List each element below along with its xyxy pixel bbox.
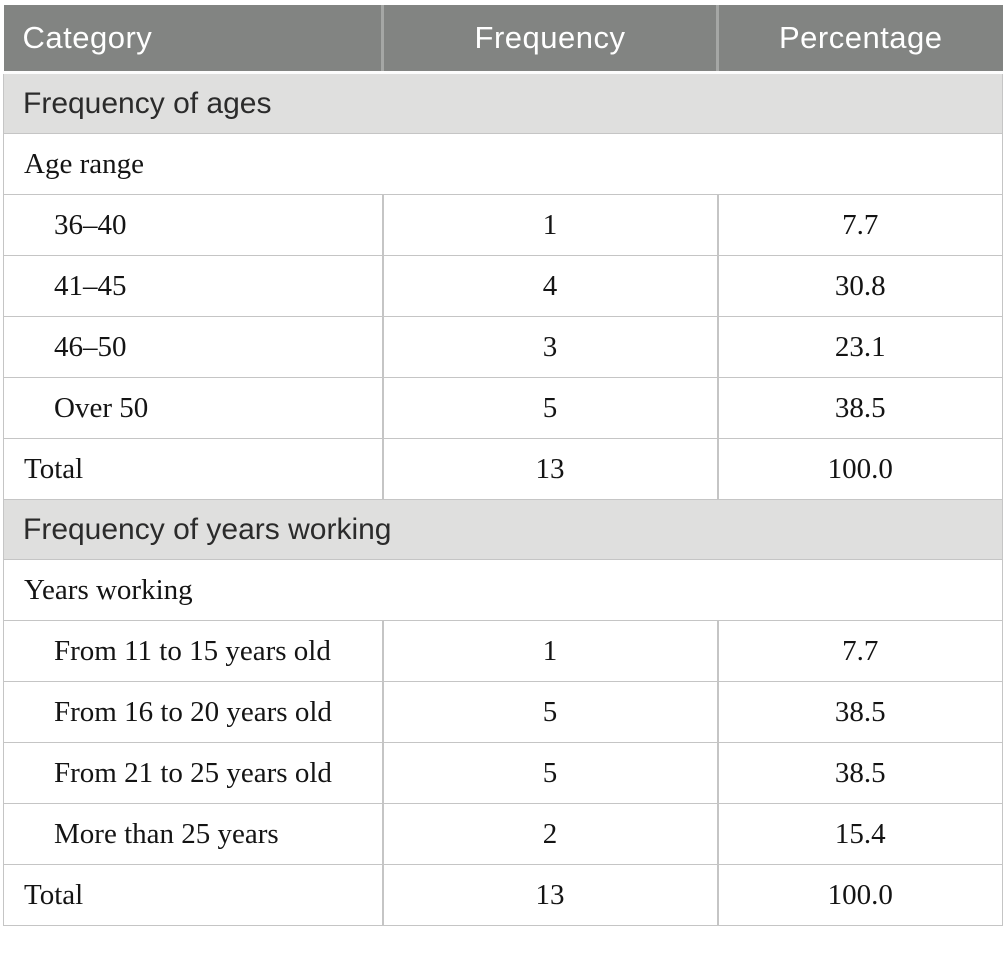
frequency-cell: 4 — [381, 255, 718, 317]
frequency-cell: 13 — [381, 864, 718, 926]
category-cell: 36–40 — [3, 194, 383, 256]
frequency-cell: 13 — [381, 438, 718, 500]
total-row: Total 13 100.0 — [3, 438, 1003, 500]
frequency-cell: 2 — [381, 803, 718, 865]
subheader-age-range: Age range — [3, 133, 1003, 195]
total-row: Total 13 100.0 — [3, 864, 1003, 926]
subheader-years-working: Years working — [3, 559, 1003, 621]
percentage-cell: 23.1 — [716, 316, 1003, 378]
category-cell: 46–50 — [3, 316, 383, 378]
table-row: From 16 to 20 years old 5 38.5 — [3, 681, 1003, 743]
column-header-frequency: Frequency — [381, 5, 718, 74]
frequency-cell: 1 — [381, 620, 718, 682]
frequency-cell: 1 — [381, 194, 718, 256]
category-cell: From 16 to 20 years old — [3, 681, 383, 743]
percentage-cell: 7.7 — [716, 194, 1003, 256]
table-row: From 11 to 15 years old 1 7.7 — [3, 620, 1003, 682]
frequency-cell: 5 — [381, 377, 718, 439]
table-row: 41–45 4 30.8 — [3, 255, 1003, 317]
table-row: 36–40 1 7.7 — [3, 194, 1003, 256]
column-header-category: Category — [3, 5, 383, 74]
frequency-cell: 3 — [381, 316, 718, 378]
column-header-percentage: Percentage — [716, 5, 1003, 74]
subheader-row: Age range — [3, 133, 1003, 195]
category-cell: From 11 to 15 years old — [3, 620, 383, 682]
table-row: From 21 to 25 years old 5 38.5 — [3, 742, 1003, 804]
total-label-cell: Total — [3, 438, 383, 500]
percentage-cell: 38.5 — [716, 742, 1003, 804]
percentage-cell: 30.8 — [716, 255, 1003, 317]
percentage-cell: 100.0 — [716, 438, 1003, 500]
section-header-row: Frequency of years working — [3, 499, 1003, 560]
table-row: Over 50 5 38.5 — [3, 377, 1003, 439]
frequency-cell: 5 — [381, 742, 718, 804]
category-cell: 41–45 — [3, 255, 383, 317]
percentage-cell: 7.7 — [716, 620, 1003, 682]
percentage-cell: 100.0 — [716, 864, 1003, 926]
table-row: More than 25 years 2 15.4 — [3, 803, 1003, 865]
page: Category Frequency Percentage Frequency … — [3, 5, 1003, 926]
table-header-row: Category Frequency Percentage — [3, 5, 1003, 74]
percentage-cell: 38.5 — [716, 681, 1003, 743]
percentage-cell: 38.5 — [716, 377, 1003, 439]
category-cell: From 21 to 25 years old — [3, 742, 383, 804]
category-cell: Over 50 — [3, 377, 383, 439]
subheader-row: Years working — [3, 559, 1003, 621]
frequency-cell: 5 — [381, 681, 718, 743]
section-title-ages: Frequency of ages — [3, 72, 1003, 134]
percentage-cell: 15.4 — [716, 803, 1003, 865]
category-cell: More than 25 years — [3, 803, 383, 865]
frequency-table: Category Frequency Percentage Frequency … — [3, 5, 1003, 926]
total-label-cell: Total — [3, 864, 383, 926]
section-header-row: Frequency of ages — [3, 72, 1003, 134]
section-title-years-working: Frequency of years working — [3, 499, 1003, 560]
table-row: 46–50 3 23.1 — [3, 316, 1003, 378]
